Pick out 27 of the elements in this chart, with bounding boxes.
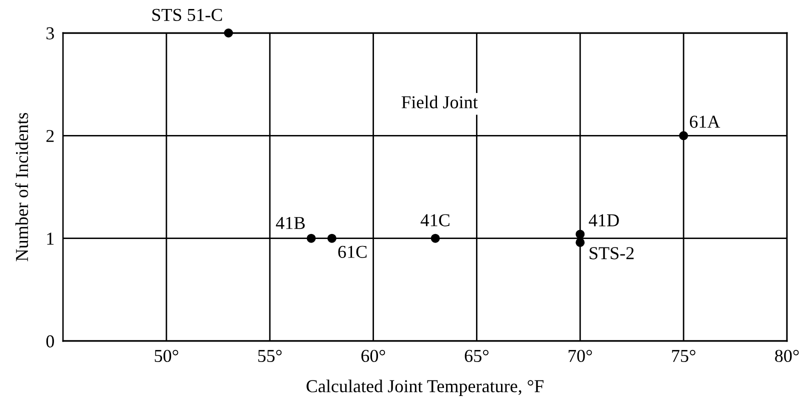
- point: [306, 234, 316, 243]
- x-tick-label: 70°: [568, 350, 592, 362]
- point: [224, 28, 233, 38]
- annotation: 41D: [588, 214, 619, 226]
- x-axis-title: Calculated Joint Temperature, °F: [306, 380, 544, 396]
- x-tick-label: 75°: [672, 350, 696, 362]
- point: [576, 230, 585, 239]
- y-tick-label: 2: [46, 130, 54, 142]
- x-tick-label: 55°: [258, 350, 282, 362]
- x-tick-label: 80°: [775, 350, 799, 362]
- y-tick-label: 3: [46, 27, 54, 40]
- point: [679, 131, 688, 140]
- point: [430, 234, 440, 243]
- y-axis-title: Number of Incidents: [15, 112, 28, 262]
- point: [327, 234, 336, 243]
- annotation: 41B: [276, 217, 305, 229]
- x-tick-label: 65°: [464, 350, 488, 362]
- y-tick-label: 1: [47, 232, 54, 245]
- annotation: STS 51-C: [152, 8, 222, 21]
- y-tick-label: 0: [46, 335, 54, 348]
- x-tick-label: 60°: [361, 350, 386, 362]
- annotation: 61C: [338, 246, 367, 258]
- annotation: Field Joint: [402, 96, 478, 108]
- annotation: 61A: [690, 116, 720, 128]
- x-tick-label: 50°: [154, 350, 178, 362]
- annotation: 41C: [420, 214, 450, 226]
- annotation: STS-2: [590, 247, 634, 260]
